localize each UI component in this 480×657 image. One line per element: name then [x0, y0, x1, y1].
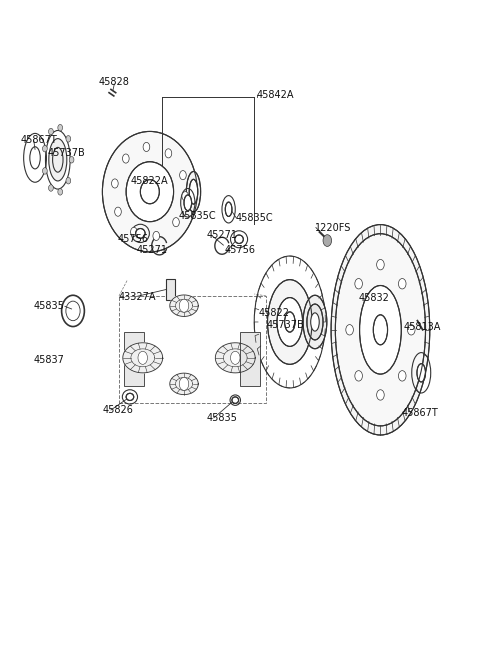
Ellipse shape	[126, 162, 174, 221]
Circle shape	[230, 351, 240, 365]
Circle shape	[180, 171, 186, 180]
Text: 45835C: 45835C	[179, 211, 216, 221]
Text: 45822A: 45822A	[131, 175, 168, 186]
Circle shape	[182, 192, 189, 201]
Polygon shape	[170, 373, 198, 395]
Circle shape	[179, 299, 189, 312]
Circle shape	[377, 390, 384, 400]
Text: 45842A: 45842A	[257, 90, 294, 101]
Text: 45271: 45271	[137, 245, 168, 256]
Bar	[124, 332, 144, 386]
Ellipse shape	[225, 202, 232, 216]
Circle shape	[377, 260, 384, 270]
Text: 45867T: 45867T	[401, 407, 438, 418]
Text: 45832: 45832	[359, 293, 389, 303]
Text: 45835: 45835	[34, 302, 64, 311]
Text: 45867T: 45867T	[21, 135, 58, 145]
Polygon shape	[216, 343, 255, 373]
Polygon shape	[170, 295, 198, 317]
Ellipse shape	[136, 229, 145, 238]
Bar	[240, 332, 260, 386]
Text: 45756: 45756	[225, 244, 256, 255]
Circle shape	[43, 168, 47, 174]
Ellipse shape	[311, 313, 319, 331]
Ellipse shape	[140, 179, 159, 204]
Bar	[166, 279, 175, 300]
Text: 45271: 45271	[207, 231, 238, 240]
Text: 1220FS: 1220FS	[315, 223, 351, 233]
Text: 45737B: 45737B	[266, 320, 304, 330]
Ellipse shape	[360, 286, 401, 374]
Ellipse shape	[126, 394, 134, 401]
Circle shape	[48, 185, 53, 191]
Text: 45822: 45822	[259, 308, 290, 318]
Circle shape	[143, 143, 150, 152]
Ellipse shape	[184, 195, 192, 211]
Circle shape	[58, 124, 62, 131]
Text: 45835: 45835	[207, 413, 238, 422]
Circle shape	[323, 235, 332, 246]
Circle shape	[153, 231, 159, 240]
Circle shape	[131, 227, 137, 237]
Text: 45835C: 45835C	[235, 213, 273, 223]
Circle shape	[122, 154, 129, 163]
Ellipse shape	[49, 139, 67, 181]
Circle shape	[43, 145, 47, 152]
Text: 45828: 45828	[99, 78, 130, 87]
Circle shape	[179, 377, 189, 390]
Text: 45826: 45826	[102, 405, 133, 415]
Bar	[119, 296, 266, 403]
Ellipse shape	[102, 131, 197, 252]
Circle shape	[115, 207, 121, 216]
Ellipse shape	[186, 171, 201, 212]
Circle shape	[173, 217, 180, 227]
Circle shape	[66, 135, 71, 142]
Text: 43327A: 43327A	[119, 292, 156, 302]
Circle shape	[398, 279, 406, 289]
Ellipse shape	[189, 179, 198, 204]
Circle shape	[66, 177, 71, 184]
Ellipse shape	[373, 315, 387, 345]
Circle shape	[48, 128, 53, 135]
Ellipse shape	[235, 235, 243, 244]
Circle shape	[58, 189, 62, 195]
Text: 45813A: 45813A	[404, 321, 441, 332]
Ellipse shape	[285, 312, 295, 332]
Circle shape	[408, 325, 415, 335]
Polygon shape	[123, 343, 163, 373]
Text: 45837: 45837	[34, 355, 64, 365]
Text: 45756: 45756	[118, 234, 149, 244]
Ellipse shape	[307, 304, 323, 340]
Ellipse shape	[331, 225, 430, 435]
Circle shape	[355, 279, 362, 289]
Ellipse shape	[232, 397, 239, 403]
Ellipse shape	[277, 298, 302, 346]
Circle shape	[165, 148, 172, 158]
Circle shape	[398, 371, 406, 381]
Circle shape	[355, 371, 362, 381]
Ellipse shape	[417, 364, 425, 382]
Circle shape	[138, 351, 147, 365]
Text: 45737B: 45737B	[48, 148, 85, 158]
Circle shape	[346, 325, 353, 335]
Ellipse shape	[267, 280, 312, 365]
Circle shape	[69, 156, 74, 163]
Ellipse shape	[303, 295, 327, 349]
Ellipse shape	[336, 234, 425, 426]
Circle shape	[111, 179, 118, 188]
